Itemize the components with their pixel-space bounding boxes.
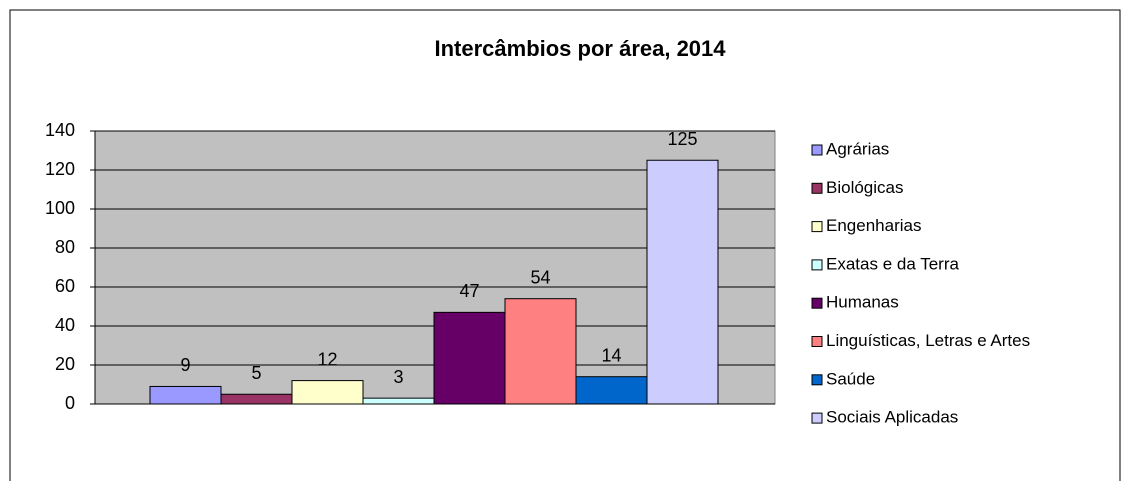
bar <box>149 385 222 405</box>
data-label: 5 <box>251 363 261 383</box>
data-label: 125 <box>667 129 697 149</box>
bar <box>646 159 719 405</box>
y-tick-label: 0 <box>65 393 75 413</box>
data-label: 14 <box>601 345 621 365</box>
data-label: 54 <box>530 267 550 287</box>
legend-label: Saúde <box>826 369 875 388</box>
data-label: 9 <box>180 355 190 375</box>
bar <box>291 380 364 405</box>
bar <box>575 376 648 405</box>
legend-swatch <box>811 182 823 194</box>
y-tick-label: 40 <box>55 315 75 335</box>
y-tick-label: 20 <box>55 354 75 374</box>
legend-swatch <box>811 336 823 347</box>
bar <box>220 393 293 405</box>
legend-swatch <box>811 412 823 424</box>
legend-swatch <box>811 297 823 309</box>
legend-swatch <box>811 144 823 156</box>
legend-swatch <box>811 221 823 233</box>
legend-label: Humanas <box>826 293 899 312</box>
chart-title: Intercâmbios por área, 2014 <box>434 36 726 61</box>
legend-swatch <box>811 259 823 271</box>
y-tick-label: 140 <box>45 120 75 140</box>
y-tick-label: 60 <box>55 276 75 296</box>
y-tick-label: 100 <box>45 198 75 218</box>
data-label: 47 <box>459 281 479 301</box>
data-label: 3 <box>393 367 403 387</box>
data-label: 12 <box>317 349 337 369</box>
bar <box>433 311 506 405</box>
legend-label: Engenharias <box>826 216 921 235</box>
legend-label: Sociais Aplicadas <box>826 408 958 427</box>
legend-label: Linguísticas, Letras e Artes <box>826 331 1030 350</box>
legend-label: Biológicas <box>826 178 904 197</box>
legend-label: Exatas e da Terra <box>826 254 959 273</box>
bar <box>362 397 435 405</box>
y-tick-label: 80 <box>55 237 75 257</box>
legend-swatch <box>811 374 823 386</box>
legend-label: Agrárias <box>826 139 889 158</box>
y-tick-label: 120 <box>45 159 75 179</box>
bar <box>504 298 577 405</box>
